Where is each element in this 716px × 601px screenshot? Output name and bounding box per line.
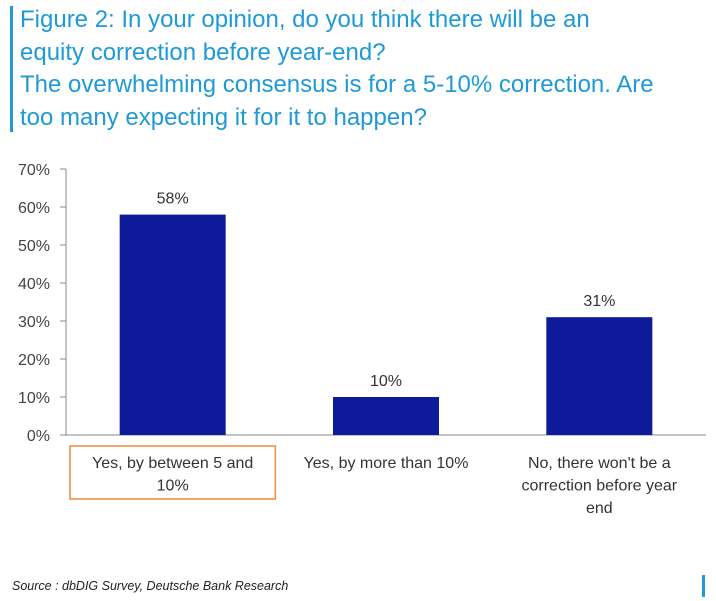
category-label: Yes, by more than 10%	[304, 455, 469, 472]
y-tick-label: 20%	[18, 352, 50, 369]
bar	[546, 317, 653, 435]
title-line-2: equity correction before year-end?	[20, 38, 386, 66]
corner-accent-bar	[702, 575, 705, 597]
y-tick-label: 50%	[18, 238, 50, 255]
category-label: end	[586, 500, 613, 517]
title-line-4: too many expecting it for it to happen?	[20, 103, 427, 131]
bar	[333, 397, 439, 435]
y-tick-label: 60%	[18, 200, 50, 217]
bar-chart: 0% 10% 20% 30% 40% 50% 60% 70% 58% Yes, by betwee…	[18, 162, 706, 517]
category-label: No, there won't be a	[528, 455, 671, 472]
data-label: 58%	[157, 191, 189, 208]
y-tick-label: 0%	[27, 428, 50, 445]
data-label: 10%	[370, 373, 402, 390]
category-label: Yes, by between 5 and	[92, 455, 253, 472]
source-note: Source : dbDIG Survey, Deutsche Bank Res…	[12, 579, 289, 593]
bar	[119, 214, 226, 435]
title-accent-bar	[10, 6, 13, 132]
category-label: 10%	[157, 478, 189, 495]
category-highlight-box	[69, 445, 277, 500]
figure-title: Figure 2: In your opinion, do you think …	[20, 4, 710, 134]
y-tick-label: 30%	[18, 314, 50, 331]
title-line-3: The overwhelming consensus is for a 5-10…	[20, 71, 654, 98]
data-label: 31%	[583, 293, 615, 310]
y-tick-label: 10%	[18, 390, 50, 407]
category-label: correction before year	[522, 478, 678, 495]
y-tick-label: 70%	[18, 162, 50, 179]
title-line-1: Figure 2: In your opinion, do you think …	[20, 6, 590, 33]
y-tick-label: 40%	[18, 276, 50, 293]
